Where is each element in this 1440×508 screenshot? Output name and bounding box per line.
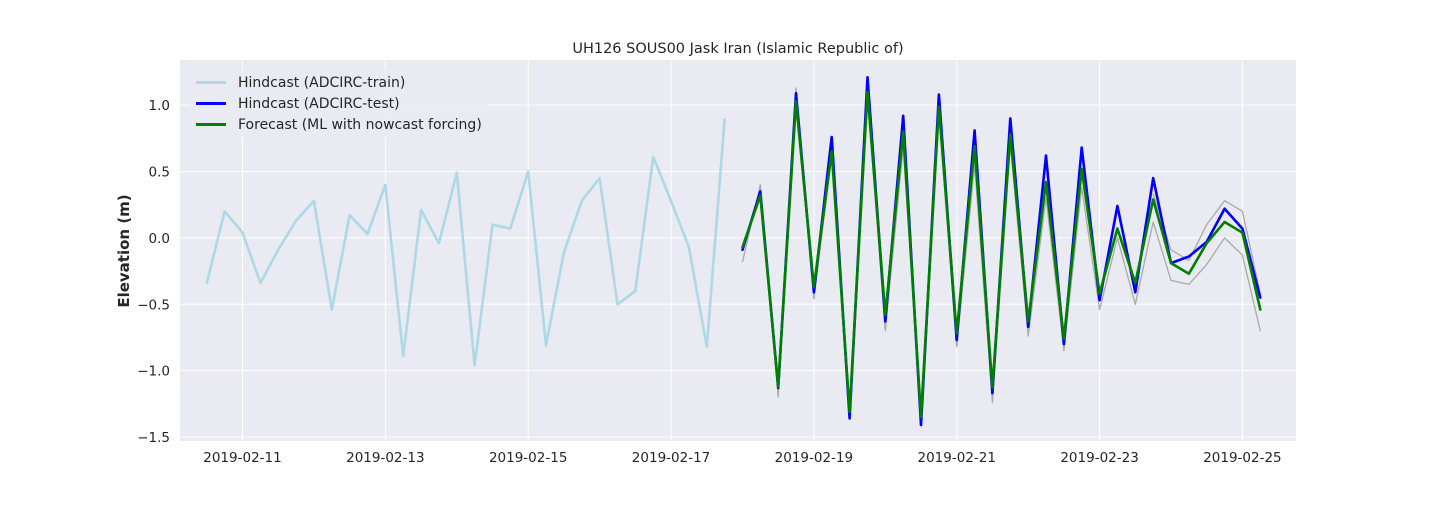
grid-layer: [180, 60, 1296, 441]
legend-item: Hindcast (ADCIRC-train): [196, 72, 482, 93]
chart-title: UH126 SOUS00 Jask Iran (Islamic Republic…: [572, 41, 903, 57]
series-line-0: [205, 118, 726, 367]
legend-swatch: [196, 81, 226, 84]
y-tick-label: 0.0: [149, 231, 170, 247]
x-tick-label: 2019-02-21: [918, 450, 996, 466]
y-axis-label: Elevation (m): [115, 194, 133, 307]
legend: Hindcast (ADCIRC-train) Hindcast (ADCIRC-…: [190, 70, 488, 137]
x-tick-label: 2019-02-23: [1060, 450, 1138, 466]
legend-swatch: [196, 102, 226, 105]
legend-swatch: [196, 123, 226, 126]
y-tick-label: −0.5: [137, 297, 170, 313]
x-tick-label: 2019-02-19: [775, 450, 853, 466]
y-tick-label: 1.0: [149, 98, 170, 114]
series-line-2: [1152, 193, 1261, 295]
series-line-4: [741, 90, 1262, 419]
legend-item: Forecast (ML with nowcast forcing): [196, 114, 482, 135]
tick-layer: 2019-02-11 2019-02-13 2019-02-15 2019-02-17…: [137, 98, 1281, 466]
y-tick-label: 0.5: [149, 165, 170, 181]
series-layer: [205, 76, 1262, 427]
legend-label: Hindcast (ADCIRC-train): [238, 74, 406, 91]
x-tick-label: 2019-02-25: [1203, 450, 1281, 466]
x-tick-label: 2019-02-15: [489, 450, 567, 466]
x-tick-label: 2019-02-11: [203, 450, 281, 466]
legend-label: Hindcast (ADCIRC-test): [238, 95, 400, 112]
y-tick-label: −1.0: [137, 364, 170, 380]
x-tick-label: 2019-02-13: [346, 450, 424, 466]
legend-label: Forecast (ML with nowcast forcing): [238, 116, 482, 133]
x-tick-label: 2019-02-17: [632, 450, 710, 466]
y-tick-label: −1.5: [137, 430, 170, 446]
legend-item: Hindcast (ADCIRC-test): [196, 93, 482, 114]
